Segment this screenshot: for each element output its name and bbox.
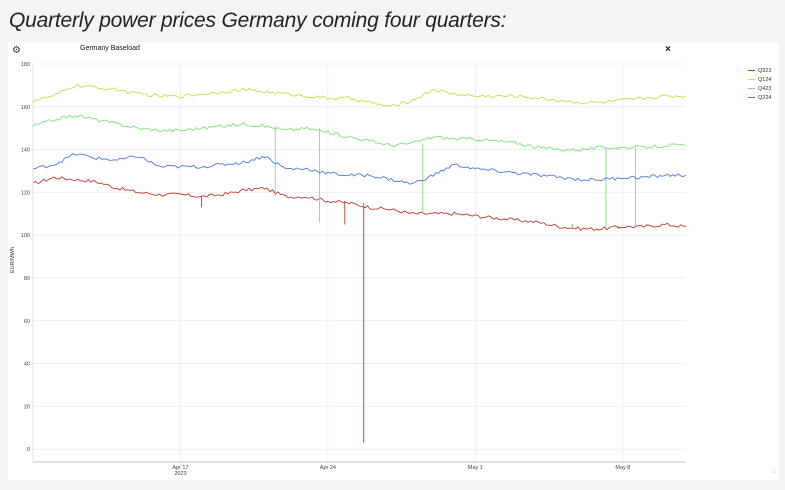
chart-legend: Q323 Q124 Q423 Q224 xyxy=(748,66,771,102)
legend-item-q423[interactable]: Q423 xyxy=(748,84,771,93)
y-tick-label: 120 xyxy=(21,190,30,196)
series-line-q124[interactable] xyxy=(32,83,687,107)
y-tick-label: 160 xyxy=(21,105,30,111)
y-tick-label: 40 xyxy=(24,362,30,368)
grid-lines xyxy=(33,63,686,462)
y-tick-label: 60 xyxy=(24,319,30,325)
y-axis-label: EUR/MWh xyxy=(10,247,16,273)
legend-item-q323[interactable]: Q323 xyxy=(748,66,771,75)
legend-item-q124[interactable]: Q124 xyxy=(748,75,771,84)
legend-swatch xyxy=(748,87,755,90)
legend-swatch xyxy=(748,69,755,72)
legend-label: Q423 xyxy=(758,85,772,92)
y-tick-label: 20 xyxy=(24,404,30,410)
gear-icon[interactable]: ⚙ xyxy=(12,45,21,56)
legend-swatch xyxy=(748,96,755,99)
legend-label: Q224 xyxy=(758,94,772,101)
legend-label: Q323 xyxy=(758,67,772,74)
page-headline: Quarterly power prices Germany coming fo… xyxy=(9,9,507,32)
legend-swatch xyxy=(748,78,755,81)
series-line-q423[interactable] xyxy=(32,114,687,152)
y-tick-label: 140 xyxy=(21,148,30,154)
legend-item-q224[interactable]: Q224 xyxy=(748,93,771,102)
chart-title: Germany Baseload xyxy=(80,45,140,52)
series-line-q224[interactable] xyxy=(32,153,687,185)
x-tick-label: May 8 xyxy=(615,465,630,471)
y-tick-label: 80 xyxy=(24,276,30,282)
resize-handle-icon[interactable]: ∴ xyxy=(772,469,776,475)
x-tick-label: May 1 xyxy=(468,465,483,471)
series-line-q323[interactable] xyxy=(32,176,687,231)
y-tick-labels: 0 20 40 60 80 100 120 140 160 180 xyxy=(21,62,30,453)
close-icon[interactable]: × xyxy=(665,44,671,55)
chart-panel: 0 20 40 60 80 100 120 140 160 180 Apr 17 2023 Apr 2… xyxy=(8,42,779,480)
y-tick-label: 180 xyxy=(21,62,30,68)
y-tick-label: 0 xyxy=(27,447,30,453)
y-tick-label: 100 xyxy=(21,233,30,239)
x-tick-sublabel: 2023 xyxy=(174,471,186,477)
x-tick-label: Apr 24 xyxy=(320,465,336,471)
legend-label: Q124 xyxy=(758,76,772,83)
series-lines[interactable] xyxy=(32,83,687,443)
x-tick-label: Apr 17 xyxy=(172,465,188,471)
